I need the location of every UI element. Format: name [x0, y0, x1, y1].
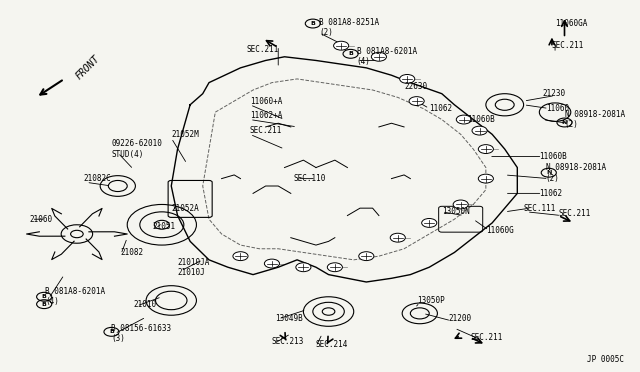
- Text: 13049B: 13049B: [275, 314, 303, 323]
- Text: 22630: 22630: [404, 82, 427, 91]
- Circle shape: [478, 145, 493, 154]
- Text: 11060GA: 11060GA: [555, 19, 588, 28]
- Circle shape: [390, 233, 405, 242]
- Text: B 081A8-6201A
(4): B 081A8-6201A (4): [45, 287, 106, 307]
- Circle shape: [409, 97, 424, 106]
- Circle shape: [327, 263, 342, 272]
- Text: SEC.213: SEC.213: [272, 337, 304, 346]
- Text: SEC.214: SEC.214: [316, 340, 348, 349]
- Text: SEC.211: SEC.211: [558, 209, 591, 218]
- Text: B 08156-61633
(3): B 08156-61633 (3): [111, 324, 172, 343]
- Text: B 081A8-6201A
(4): B 081A8-6201A (4): [357, 47, 417, 67]
- Text: B: B: [348, 51, 353, 56]
- Text: 21060: 21060: [29, 215, 53, 224]
- Circle shape: [333, 41, 349, 50]
- Text: 11062: 11062: [540, 189, 563, 198]
- Text: 21082C: 21082C: [83, 174, 111, 183]
- Circle shape: [399, 74, 415, 83]
- Text: N 08918-2081A
(2): N 08918-2081A (2): [546, 163, 605, 183]
- Circle shape: [422, 218, 436, 227]
- Text: SEC.111: SEC.111: [524, 203, 556, 213]
- Text: 21082: 21082: [121, 248, 144, 257]
- Text: 11060: 11060: [546, 104, 569, 113]
- Text: 11060B: 11060B: [540, 152, 567, 161]
- Text: 11062+A: 11062+A: [250, 111, 282, 121]
- Circle shape: [296, 263, 311, 272]
- Text: B: B: [109, 329, 114, 334]
- Text: FRONT: FRONT: [74, 54, 102, 82]
- Text: 21051: 21051: [152, 222, 175, 231]
- Circle shape: [233, 252, 248, 260]
- Circle shape: [453, 200, 468, 209]
- Circle shape: [371, 52, 387, 61]
- Text: 11060+A: 11060+A: [250, 97, 282, 106]
- Text: SEC.110: SEC.110: [294, 174, 326, 183]
- Text: B 081A8-8251A
(2): B 081A8-8251A (2): [319, 17, 380, 37]
- Text: SEC.211: SEC.211: [470, 333, 502, 342]
- Text: N 08918-2081A
(2): N 08918-2081A (2): [564, 110, 625, 129]
- Text: 21010JA
21010J: 21010JA 21010J: [177, 257, 210, 277]
- Text: 11062: 11062: [429, 104, 452, 113]
- Text: N: N: [546, 170, 552, 175]
- Text: 11060G: 11060G: [486, 226, 514, 235]
- Text: 21200: 21200: [448, 314, 471, 323]
- Text: SEC.211: SEC.211: [247, 45, 279, 54]
- Text: N: N: [562, 120, 567, 125]
- Circle shape: [264, 259, 280, 268]
- Text: 13050P: 13050P: [417, 296, 444, 305]
- Text: B: B: [310, 21, 316, 26]
- Circle shape: [359, 252, 374, 260]
- Text: SEC.211: SEC.211: [250, 126, 282, 135]
- Text: 21052M: 21052M: [172, 130, 199, 139]
- Text: 09226-62010
STUD(4): 09226-62010 STUD(4): [111, 140, 163, 159]
- Circle shape: [478, 174, 493, 183]
- Text: 21230: 21230: [543, 89, 566, 98]
- Text: 11060B: 11060B: [467, 115, 495, 124]
- Circle shape: [456, 115, 472, 124]
- Text: 13050N: 13050N: [442, 207, 470, 217]
- Text: B: B: [42, 294, 47, 299]
- Text: B: B: [42, 302, 47, 307]
- Text: SEC.211: SEC.211: [552, 41, 584, 50]
- Circle shape: [472, 126, 487, 135]
- Text: 21052A: 21052A: [172, 203, 199, 213]
- Text: JP 0005C: JP 0005C: [586, 355, 623, 364]
- Text: 21010: 21010: [134, 300, 157, 309]
